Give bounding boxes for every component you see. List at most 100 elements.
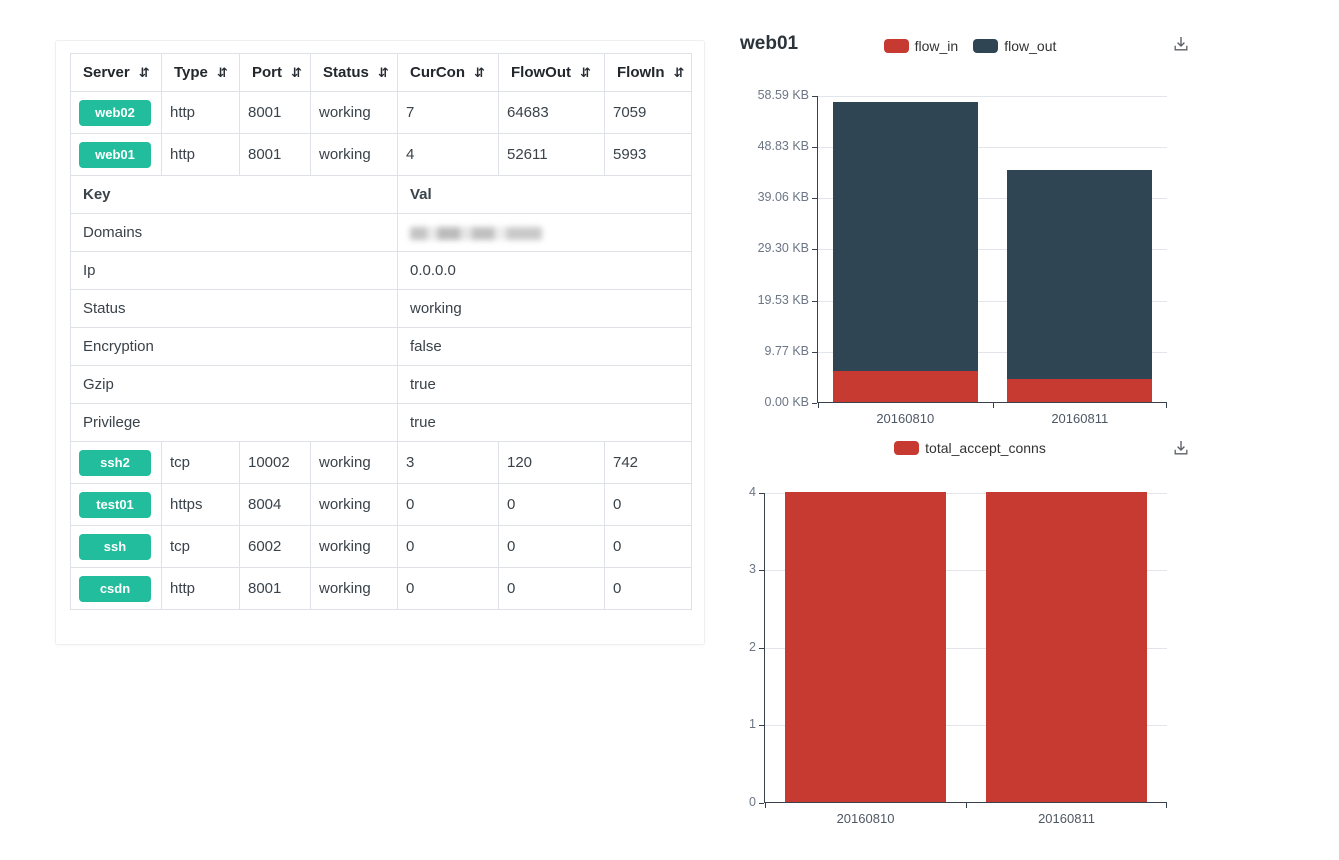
cell-curcon: 0	[397, 567, 499, 610]
y-axis-label: 9.77 KB	[764, 344, 809, 358]
cell-type: http	[161, 91, 240, 134]
gridline	[765, 570, 1167, 571]
domains-value-redacted	[410, 226, 542, 240]
cell-port: 10002	[239, 441, 311, 484]
y-axis-tick	[759, 803, 764, 804]
server-badge-csdn[interactable]: csdn	[79, 575, 151, 602]
y-axis-tick	[812, 352, 817, 353]
flow-out-swatch-icon	[973, 39, 999, 53]
cell-flowin: 0	[604, 567, 692, 610]
server-badge-web02[interactable]: web02	[79, 99, 151, 126]
legend-item-flow-in[interactable]: flow_in	[883, 38, 959, 54]
detail-header-row: Key Val	[70, 175, 692, 214]
y-axis-line	[764, 493, 765, 803]
x-axis-tick	[1166, 803, 1167, 808]
conns-chart-panel: total_accept_conns 0 1 2 3 4 20160810 20160811	[715, 425, 1225, 845]
detail-key: Domains	[70, 213, 398, 252]
bar-flow_out-20160811[interactable]	[1007, 170, 1153, 379]
gridline	[765, 648, 1167, 649]
detail-row-domains: Domains	[70, 213, 692, 252]
bar-total_accept_conns-20160811[interactable]	[986, 492, 1147, 802]
download-chart-icon[interactable]	[1171, 438, 1191, 458]
total-accept-conns-swatch-icon	[894, 441, 920, 455]
server-badge-web01[interactable]: web01	[79, 141, 151, 168]
x-axis-label: 20160811	[1051, 411, 1109, 426]
gridline	[818, 198, 1167, 199]
cell-status: working	[310, 483, 398, 526]
col-header-label: Status	[323, 64, 369, 81]
cell-flowout: 0	[498, 483, 605, 526]
gridline	[818, 96, 1167, 97]
col-header-label: Type	[174, 64, 208, 81]
flow-chart-panel: web01 flow_in flow_out 0.00 KB 9.77 KB 19.…	[715, 25, 1225, 426]
col-header-type[interactable]: Type ⇵	[161, 53, 240, 92]
bar-flow_in-20160811[interactable]	[1007, 379, 1153, 402]
bar-flow_in-20160810[interactable]	[832, 371, 978, 402]
cell-status: working	[310, 441, 398, 484]
sort-icon[interactable]: ⇵	[291, 66, 302, 81]
sort-icon[interactable]: ⇵	[673, 66, 685, 81]
y-axis-tick	[812, 147, 817, 148]
cell-type: http	[161, 133, 240, 176]
gridline	[818, 352, 1167, 353]
table-row: csdn http 8001 working 0 0 0	[70, 567, 692, 610]
gridline	[818, 249, 1167, 250]
col-header-server[interactable]: Server ⇵	[70, 53, 162, 92]
y-axis-label: 4	[749, 485, 756, 499]
col-header-curcon[interactable]: CurCon ⇵	[397, 53, 499, 92]
table-row: ssh tcp 6002 working 0 0 0	[70, 525, 692, 568]
cell-flowout: 120	[498, 441, 605, 484]
cell-port: 8001	[239, 133, 311, 176]
cell-type: tcp	[161, 525, 240, 568]
sort-icon[interactable]: ⇵	[377, 66, 389, 81]
detail-key: Encryption	[70, 327, 398, 366]
cell-type: http	[161, 567, 240, 610]
x-axis-line	[817, 402, 1167, 403]
legend-label: flow_in	[914, 38, 959, 54]
y-axis-tick	[812, 96, 817, 97]
cell-status: working	[310, 91, 398, 134]
detail-val: working	[397, 289, 692, 328]
flow-in-swatch-icon	[883, 39, 909, 53]
col-header-status[interactable]: Status ⇵	[310, 53, 398, 92]
detail-row-status: Status working	[70, 289, 692, 328]
sort-icon[interactable]: ⇵	[474, 66, 485, 81]
x-axis-tick	[992, 403, 994, 408]
save-as-image-icon	[1174, 37, 1188, 51]
server-info-card: Server ⇵ Type ⇵ Port ⇵ Status ⇵ CurCon ⇵ Flow…	[55, 40, 705, 645]
cell-type: https	[161, 483, 240, 526]
sort-icon[interactable]: ⇵	[138, 66, 150, 81]
cell-curcon: 0	[397, 525, 499, 568]
server-badge-ssh2[interactable]: ssh2	[79, 449, 151, 476]
table-row: test01 https 8004 working 0 0 0	[70, 483, 692, 526]
y-axis-label: 1	[749, 717, 756, 731]
y-axis-tick	[812, 249, 817, 250]
col-header-label: Server	[83, 64, 130, 81]
col-header-port[interactable]: Port ⇵	[239, 53, 311, 92]
server-badge-test01[interactable]: test01	[79, 491, 151, 518]
cell-port: 6002	[239, 525, 311, 568]
conns-chart-legend: total_accept_conns	[715, 440, 1225, 456]
col-header-flowin[interactable]: FlowIn ⇵	[604, 53, 692, 92]
bar-total_accept_conns-20160810[interactable]	[785, 492, 946, 802]
gridline	[765, 725, 1167, 726]
y-axis-tick	[812, 403, 817, 404]
server-table: Server ⇵ Type ⇵ Port ⇵ Status ⇵ CurCon ⇵ Flow…	[70, 53, 692, 610]
legend-item-total-accept-conns[interactable]: total_accept_conns	[894, 440, 1046, 456]
gridline	[818, 147, 1167, 148]
sort-icon[interactable]: ⇵	[580, 66, 591, 81]
y-axis-tick	[759, 648, 764, 649]
download-chart-icon[interactable]	[1171, 34, 1191, 54]
legend-item-flow-out[interactable]: flow_out	[973, 38, 1056, 54]
cell-curcon: 0	[397, 483, 499, 526]
save-as-image-icon	[1174, 441, 1188, 455]
cell-flowin: 7059	[604, 91, 692, 134]
bar-flow_out-20160810[interactable]	[832, 102, 978, 371]
cell-type: tcp	[161, 441, 240, 484]
chart-title: web01	[740, 33, 799, 54]
col-header-flowout[interactable]: FlowOut ⇵	[498, 53, 605, 92]
detail-val: false	[397, 327, 692, 366]
sort-icon[interactable]: ⇵	[216, 66, 228, 81]
detail-key: Status	[70, 289, 398, 328]
server-badge-ssh[interactable]: ssh	[79, 533, 151, 560]
